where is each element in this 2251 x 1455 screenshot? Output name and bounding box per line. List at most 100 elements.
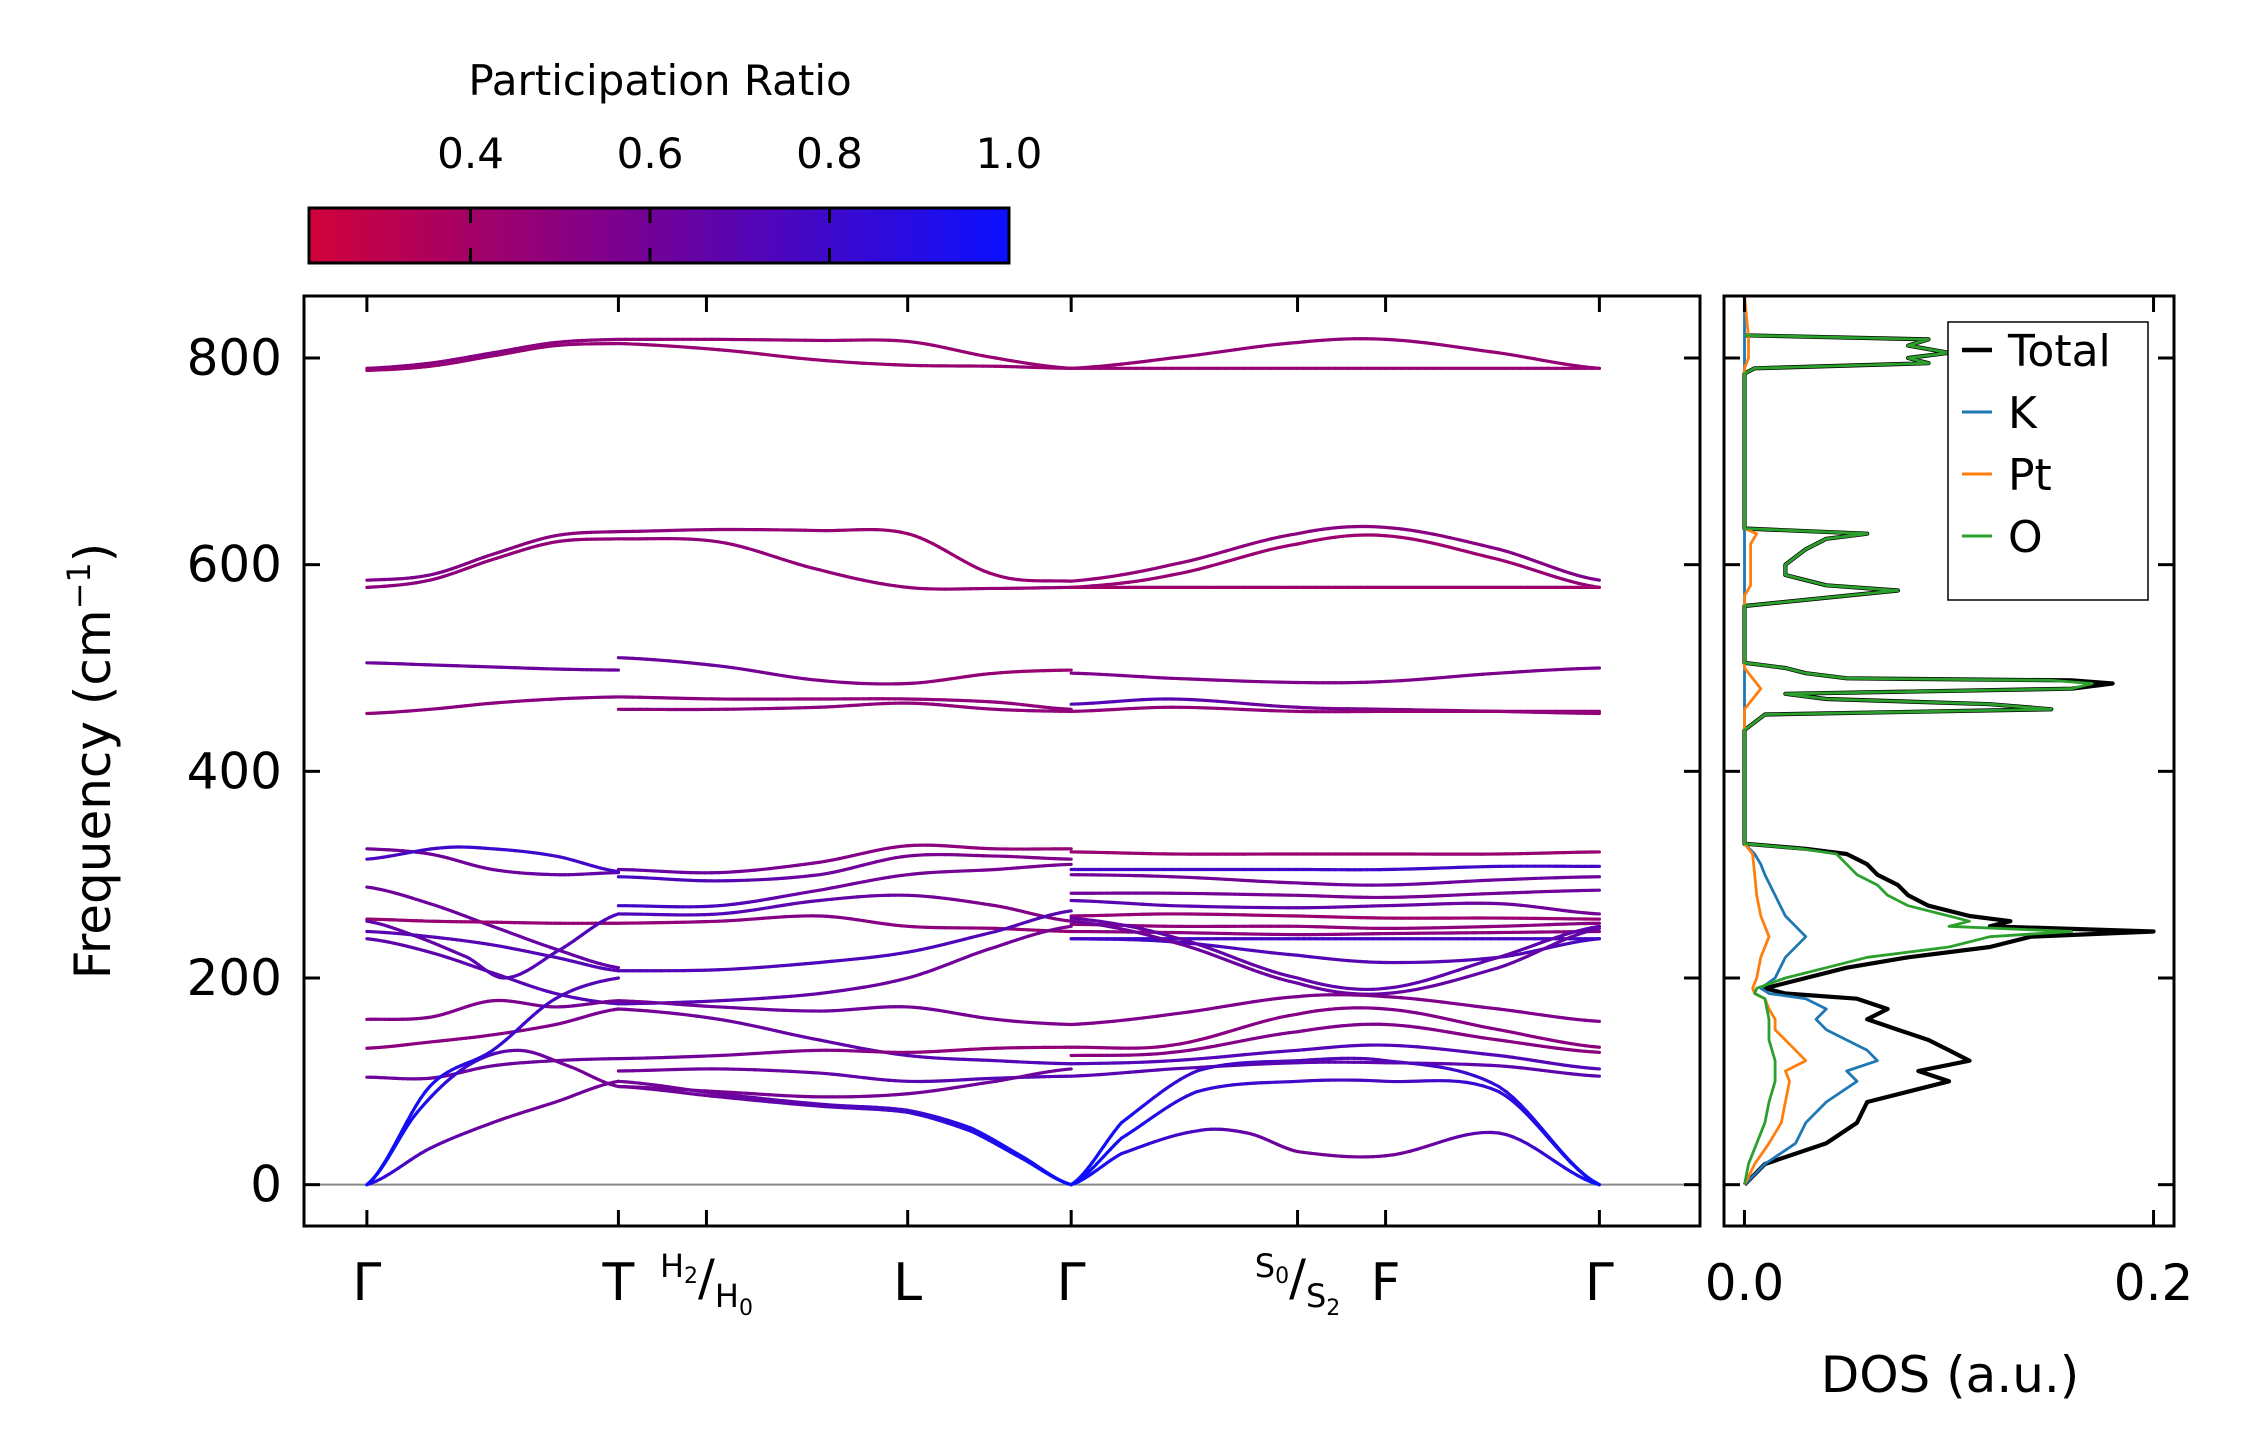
band-segment	[1569, 1160, 1580, 1171]
band	[365, 937, 621, 1006]
band	[365, 1056, 621, 1081]
band	[616, 909, 1073, 973]
band	[1069, 1127, 1601, 1187]
band	[616, 341, 1073, 370]
band	[365, 341, 621, 372]
band	[365, 998, 621, 1021]
dos-legend: Total K Pt O	[1947, 321, 2149, 601]
band-segment	[1540, 1129, 1551, 1141]
dos-series-o	[1743, 333, 2094, 1185]
band	[1069, 705, 1601, 714]
band-segment	[1590, 1066, 1601, 1071]
band	[365, 885, 621, 970]
band	[1069, 1056, 1601, 1187]
band	[616, 1084, 1073, 1187]
band	[616, 695, 1073, 711]
dos-xtick-label: 0.0	[1705, 1254, 1785, 1312]
band	[616, 862, 1073, 909]
ytick-label: 800	[187, 329, 282, 387]
band-segment	[1525, 1113, 1537, 1125]
colorbar-gradient	[307, 206, 1011, 265]
kpath-ticks: Γ T H2/H0 L Γ S0/S2 F Γ	[352, 296, 1614, 1321]
band	[365, 929, 621, 973]
band	[365, 845, 621, 874]
band-segment	[1064, 924, 1073, 929]
band-segment	[1511, 1099, 1522, 1110]
xtick-label-bottom: H	[715, 1277, 739, 1315]
xtick-label-slash: /	[698, 1249, 715, 1307]
legend-label: Pt	[2008, 450, 2052, 501]
band-segment	[1518, 1102, 1530, 1114]
legend-label: Total	[2007, 326, 2111, 377]
band-segment	[1511, 1095, 1522, 1107]
band	[1069, 1022, 1601, 1058]
band-segment	[1554, 1145, 1566, 1157]
band	[616, 1045, 1073, 1061]
ytick-label: 600	[187, 536, 282, 594]
band	[365, 1079, 621, 1187]
ylabel-superscript: −1	[60, 562, 98, 609]
band	[616, 701, 1073, 714]
colorbar-title: Participation Ratio	[468, 56, 851, 105]
band	[616, 337, 1073, 370]
band	[1069, 916, 1601, 992]
legend-frame	[1947, 321, 2149, 601]
band-segment	[1518, 1106, 1530, 1117]
band	[365, 537, 621, 590]
xtick-label: T	[602, 1253, 635, 1313]
legend-label: K	[2008, 388, 2038, 439]
band	[616, 537, 1073, 591]
dos-frame	[1722, 294, 2176, 1228]
band	[616, 843, 1073, 875]
band	[1069, 1006, 1601, 1050]
xtick-label-top-sub: 2	[684, 1264, 698, 1289]
band	[1069, 533, 1601, 590]
band-segment	[1064, 1067, 1073, 1072]
xtick-label: S0/S2	[1255, 1247, 1340, 1321]
dos-series-k	[1743, 296, 1879, 1186]
band	[1069, 864, 1601, 872]
xtick-label: Γ	[352, 1253, 381, 1313]
band-segment	[1215, 949, 1228, 957]
xtick-label: Γ	[1585, 1253, 1614, 1313]
band-segment	[1525, 1110, 1537, 1122]
xtick-label-bottom-sub: 0	[739, 1296, 753, 1321]
band-segment	[1590, 1180, 1601, 1187]
band-segment	[1590, 1019, 1601, 1024]
xtick-label: L	[893, 1253, 922, 1313]
ytick-label: 400	[187, 742, 282, 800]
band-segment	[1590, 577, 1601, 582]
colorbar-tick-label: 1.0	[976, 129, 1043, 178]
band-segment	[1590, 924, 1601, 930]
ylabel-main: Frequency (cm	[64, 609, 122, 979]
band	[616, 999, 1073, 1027]
band	[1069, 666, 1601, 685]
ytick-label: 0	[250, 1156, 282, 1214]
band-segment	[1561, 1153, 1573, 1165]
band	[1069, 888, 1601, 900]
band-segment	[1590, 1044, 1601, 1049]
xtick-label: F	[1371, 1253, 1401, 1313]
band	[365, 529, 621, 582]
colorbar-tick-label: 0.6	[617, 129, 684, 178]
frequency-axis-label: Frequency (cm−1)	[60, 543, 122, 980]
dos-lines	[1742, 296, 2156, 1187]
band-segment	[1224, 958, 1237, 965]
band	[616, 527, 1073, 583]
dos-ticks: 0.0 0.2	[1705, 296, 2193, 1312]
dos-axes: 0.0 0.2 DOS (a.u.) Total K Pt O	[1705, 294, 2193, 1404]
band-segment	[1590, 926, 1601, 932]
band-segment	[1224, 952, 1237, 960]
band-segment	[1533, 1120, 1544, 1133]
band-segment	[612, 965, 621, 970]
band	[365, 695, 621, 716]
band	[616, 656, 1073, 686]
band-segment	[1064, 909, 1073, 914]
band	[1069, 524, 1601, 583]
colorbar-tick-labels: 0.4 0.6 0.8 1.0	[437, 129, 1042, 178]
band-lines	[365, 337, 1601, 1187]
colorbar-tick-label: 0.8	[796, 129, 863, 178]
band	[1069, 1043, 1601, 1071]
